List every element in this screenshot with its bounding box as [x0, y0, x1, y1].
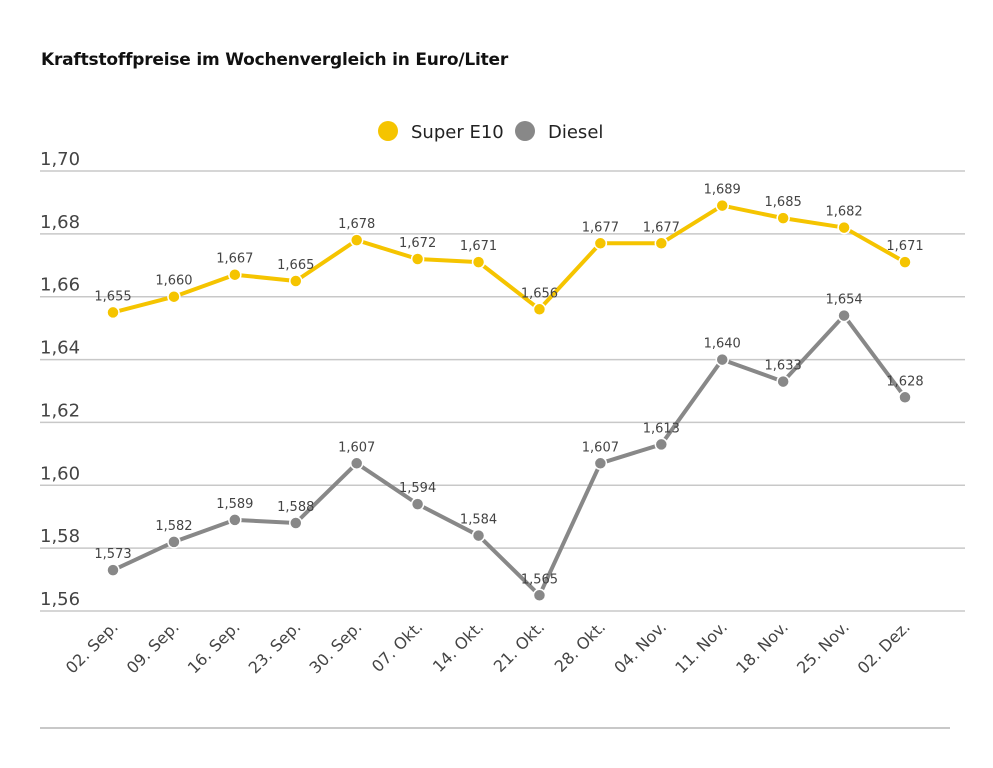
legend-label: Super E10: [411, 122, 504, 143]
x-tick-label: 30. Sep.: [306, 617, 366, 677]
data-point: [532, 588, 547, 603]
data-point: [654, 236, 669, 251]
data-label: 1,589: [216, 497, 253, 512]
x-tick-label: 14. Okt.: [429, 617, 488, 676]
data-label: 1,633: [765, 359, 802, 374]
data-point: [837, 220, 851, 235]
legend-label: Diesel: [548, 122, 603, 143]
x-tick-label: 16. Sep.: [184, 617, 244, 677]
data-label: 1,588: [277, 500, 314, 515]
data-label: 1,671: [886, 239, 923, 254]
data-label: 1,689: [704, 183, 741, 198]
data-point: [593, 236, 608, 251]
x-tick-label: 09. Sep.: [123, 617, 183, 677]
data-label: 1,582: [155, 519, 192, 534]
data-point: [349, 233, 364, 247]
data-point: [106, 563, 120, 577]
data-point: [471, 255, 486, 269]
data-point: [776, 211, 790, 225]
legend-marker: [378, 121, 398, 141]
y-tick-label: 1,64: [40, 338, 80, 359]
data-label: 1,678: [338, 217, 375, 232]
data-point: [532, 302, 547, 317]
data-point: [106, 305, 120, 320]
y-tick-label: 1,62: [40, 400, 80, 421]
x-tick-label: 04. Nov.: [610, 617, 670, 677]
data-label: 1,685: [765, 195, 802, 210]
data-point: [898, 255, 912, 269]
data-label: 1,584: [460, 513, 497, 528]
data-label: 1,660: [155, 274, 192, 289]
y-tick-label: 1,58: [40, 526, 80, 547]
x-tick-label: 02. Dez.: [854, 617, 914, 677]
chart-title: Kraftstoffpreise im Wochenvergleich in E…: [41, 50, 509, 70]
data-label: 1,672: [399, 236, 436, 251]
data-label: 1,628: [886, 374, 923, 389]
x-tick-label: 28. Okt.: [551, 617, 610, 676]
data-point: [593, 456, 608, 471]
data-point: [715, 352, 729, 367]
data-point: [167, 535, 181, 549]
data-label: 1,665: [277, 258, 314, 273]
data-label: 1,654: [825, 293, 862, 308]
series-line: [112, 313, 907, 598]
x-tick-label: 18. Nov.: [732, 617, 792, 677]
data-label: 1,607: [582, 440, 619, 455]
x-tick-label: 21. Okt.: [490, 617, 549, 676]
data-label: 1,667: [216, 252, 253, 267]
data-point: [654, 437, 669, 452]
data-label: 1,613: [643, 421, 680, 436]
series-line: [112, 203, 906, 315]
data-label: 1,677: [582, 220, 619, 235]
data-label: 1,594: [399, 481, 436, 496]
data-label: 1,565: [521, 572, 558, 587]
data-point: [167, 289, 181, 304]
x-tick-label: 02. Sep.: [62, 617, 122, 677]
y-tick-label: 1,60: [40, 463, 80, 484]
legend-marker: [515, 121, 535, 141]
y-tick-label: 1,68: [40, 212, 80, 233]
data-label: 1,640: [704, 337, 741, 352]
data-point: [228, 513, 242, 527]
data-point: [289, 274, 303, 288]
x-tick-label: 07. Okt.: [368, 617, 427, 676]
data-label: 1,573: [94, 547, 131, 562]
data-point: [410, 252, 425, 266]
data-label: 1,656: [521, 286, 558, 301]
data-point: [410, 497, 425, 511]
data-point: [715, 198, 729, 213]
y-tick-label: 1,56: [40, 589, 80, 610]
y-tick-label: 1,70: [40, 149, 80, 170]
data-label: 1,682: [825, 205, 862, 220]
data-point: [776, 374, 790, 389]
x-tick-label: 23. Sep.: [245, 617, 305, 677]
data-label: 1,607: [338, 440, 375, 455]
data-point: [837, 308, 851, 323]
x-tick-label: 11. Nov.: [671, 617, 731, 677]
data-point: [898, 390, 912, 405]
data-label: 1,671: [460, 239, 497, 254]
data-point: [349, 456, 364, 471]
data-point: [289, 516, 303, 530]
y-tick-label: 1,66: [40, 275, 80, 296]
data-point: [228, 267, 242, 282]
data-label: 1,655: [94, 289, 131, 304]
data-point: [471, 528, 486, 543]
data-label: 1,677: [643, 220, 680, 235]
x-tick-label: 25. Nov.: [793, 617, 853, 677]
